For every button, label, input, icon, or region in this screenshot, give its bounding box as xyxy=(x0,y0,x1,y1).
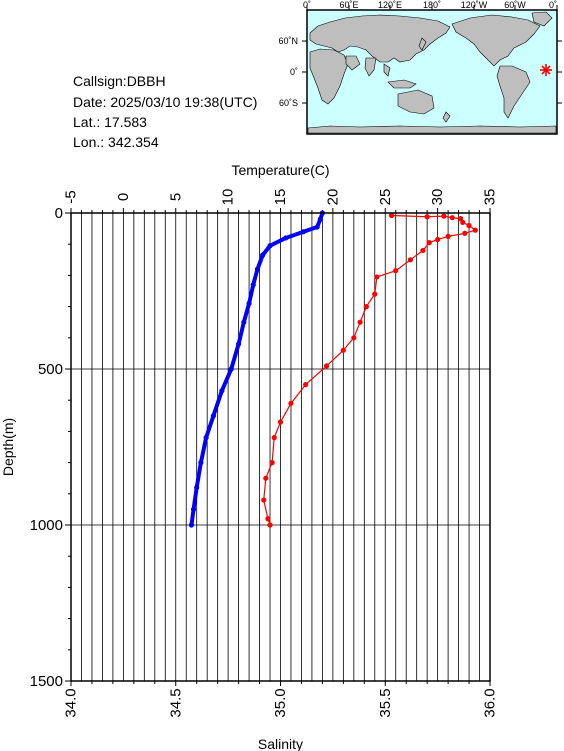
temperature-tick-label: 30 xyxy=(429,189,446,206)
salinity-data-point xyxy=(472,227,478,233)
temperature-data-point xyxy=(241,319,247,325)
temperature-data-point xyxy=(246,300,252,307)
temperature-data-point xyxy=(210,413,217,419)
temperature-tick-label: 15 xyxy=(272,189,289,206)
salinity-tick-label: 35.0 xyxy=(272,688,289,717)
temperature-data-point xyxy=(314,224,320,230)
depth-tick-label: 500 xyxy=(38,361,63,378)
map-land xyxy=(307,11,557,134)
temperature-data-point xyxy=(188,522,195,528)
latitude-text: Lat.: 17.583 xyxy=(73,114,147,130)
world-map-inset: 0˚ 60˚E 120˚E 180˚ 120˚W 60˚W 0˚ 60˚N 0˚… xyxy=(278,0,562,135)
salinity-axis: 34.0 34.5 35.0 35.5 36.0 xyxy=(63,681,499,718)
station-marker-icon xyxy=(540,64,552,76)
station-info: Callsign:DBBH Date: 2025/03/10 19:38(UTC… xyxy=(73,73,257,150)
salinity-tick-label: 36.0 xyxy=(482,688,499,717)
map-lon-label: 120˚W xyxy=(461,0,488,10)
temperature-tick-label: 20 xyxy=(324,189,341,206)
temperature-data-point xyxy=(190,506,197,512)
salinity-data-point xyxy=(263,475,269,481)
salinity-data-point xyxy=(420,247,426,254)
salinity-data-point xyxy=(357,319,363,325)
temperature-data-point xyxy=(254,266,261,272)
depth-tick-label: 1000 xyxy=(30,517,63,534)
temperature-data-point xyxy=(260,252,266,258)
depth-tick-label: 1500 xyxy=(30,673,63,690)
temperature-data-point xyxy=(267,243,273,249)
salinity-data-point xyxy=(393,268,399,274)
temperature-tick-label: 10 xyxy=(220,189,237,206)
salinity-data-point xyxy=(388,212,395,219)
salinity-data-point xyxy=(267,522,273,528)
salinity-profile-line xyxy=(263,214,476,526)
salinity-data-point xyxy=(435,236,441,243)
temperature-profile-line xyxy=(189,211,325,527)
callsign-text: Callsign:DBBH xyxy=(73,73,166,89)
temperature-tick-label: 5 xyxy=(167,193,184,201)
profile-series xyxy=(188,210,478,528)
temperature-data-point xyxy=(194,484,200,491)
temperature-data-point xyxy=(250,282,256,288)
map-lon-label: 60˚W xyxy=(504,0,526,10)
salinity-data-point xyxy=(445,233,451,239)
map-lat-label: 60˚S xyxy=(279,98,298,108)
depth-axis: 0 500 1000 1500 xyxy=(30,205,71,690)
temperature-tick-label: -5 xyxy=(63,190,80,203)
salinity-axis-title: Salinity xyxy=(258,736,303,751)
depth-axis-title: Depth(m) xyxy=(0,418,16,476)
salinity-data-point xyxy=(441,213,447,219)
temperature-axis-title: Temperature(C) xyxy=(231,162,329,178)
map-lat-label: 60˚N xyxy=(278,36,298,46)
temperature-tick-label: 25 xyxy=(377,189,394,206)
salinity-data-point xyxy=(288,400,294,406)
map-lon-label: 60˚E xyxy=(339,0,358,10)
map-lon-label: 180˚ xyxy=(423,0,441,10)
map-lon-label: 120˚E xyxy=(378,0,402,10)
temperature-data-point xyxy=(198,460,204,466)
temperature-tick-label: 35 xyxy=(482,189,499,206)
salinity-data-point xyxy=(269,460,275,466)
salinity-data-point xyxy=(372,291,378,297)
temperature-data-point xyxy=(236,341,242,347)
salinity-data-point xyxy=(374,274,380,280)
salinity-data-point xyxy=(462,230,468,236)
salinity-data-point xyxy=(426,240,432,246)
temperature-data-point xyxy=(283,235,289,241)
salinity-data-point xyxy=(460,219,466,225)
salinity-data-point xyxy=(449,215,455,221)
salinity-data-point xyxy=(363,304,369,310)
temperature-axis: -5 0 5 10 15 20 25 30 35 xyxy=(63,189,499,213)
map-lat-label: 0˚ xyxy=(290,67,298,77)
temperature-data-point xyxy=(228,366,234,372)
map-ticks xyxy=(302,5,562,104)
longitude-text: Lon.: 342.354 xyxy=(73,134,159,150)
date-text: Date: 2025/03/10 19:38(UTC) xyxy=(73,94,257,110)
plot-grid xyxy=(71,213,490,681)
salinity-data-point xyxy=(424,214,430,220)
salinity-tick-label: 35.5 xyxy=(377,688,394,717)
salinity-data-point xyxy=(466,222,472,229)
temperature-data-point xyxy=(219,388,225,394)
salinity-data-point xyxy=(340,347,346,353)
salinity-data-point xyxy=(323,363,330,369)
depth-tick-label: 0 xyxy=(55,205,63,222)
salinity-data-point xyxy=(271,435,277,441)
salinity-data-point xyxy=(303,382,309,388)
map-lon-label: 0˚ xyxy=(303,0,311,10)
salinity-data-point xyxy=(261,497,267,503)
map-lon-label: 0˚ xyxy=(549,0,557,10)
salinity-data-point xyxy=(265,516,271,522)
temperature-tick-label: 0 xyxy=(115,193,132,201)
profile-plot: -5 0 5 10 15 20 25 30 35 34.0 34.5 35.0 35.5 36.0 05… xyxy=(0,162,499,751)
salinity-data-point xyxy=(407,257,413,263)
temperature-data-point xyxy=(300,229,307,235)
salinity-tick-label: 34.0 xyxy=(63,688,80,717)
temperature-data-point xyxy=(317,216,323,222)
temperature-data-point xyxy=(203,435,209,441)
salinity-data-point xyxy=(351,335,357,341)
salinity-tick-label: 34.5 xyxy=(167,688,184,717)
plot-frame xyxy=(70,212,491,682)
salinity-data-point xyxy=(277,419,284,425)
